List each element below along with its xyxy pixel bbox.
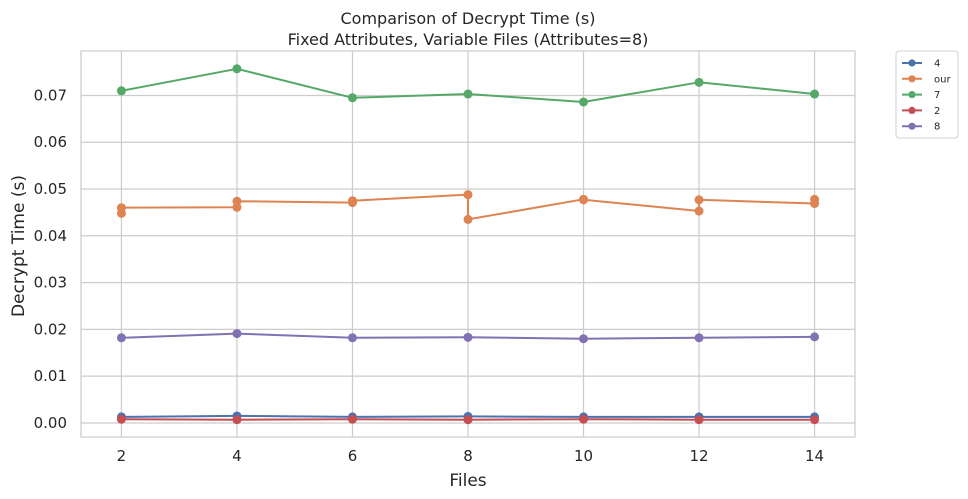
y-tick-label: 0.04 <box>34 227 67 245</box>
data-point <box>579 334 589 344</box>
data-point <box>116 414 126 424</box>
plot-frame <box>80 50 856 438</box>
grid <box>81 51 855 437</box>
data-point <box>463 190 473 200</box>
data-point <box>694 206 704 216</box>
legend-label: 8 <box>934 122 940 133</box>
legend-swatch-marker <box>908 106 916 114</box>
series-layer <box>116 64 820 425</box>
series-7 <box>116 64 820 107</box>
x-tick-label: 2 <box>117 447 127 465</box>
x-tick-label: 12 <box>689 447 708 465</box>
data-point <box>579 414 589 424</box>
data-point <box>232 415 242 425</box>
series-2 <box>116 414 820 425</box>
y-tick-label: 0.05 <box>34 180 67 198</box>
chart-subtitle: Fixed Attributes, Variable Files (Attrib… <box>288 30 649 49</box>
legend-box <box>895 50 959 139</box>
data-point <box>694 77 704 87</box>
legend-swatch-marker <box>908 59 916 67</box>
data-point <box>694 333 704 343</box>
data-point <box>347 333 357 343</box>
x-tick-label: 4 <box>232 447 242 465</box>
legend-item: 2 <box>902 106 940 117</box>
data-point <box>810 332 820 342</box>
data-point <box>232 196 242 206</box>
legend-label: our <box>934 74 951 85</box>
legend-swatch-marker <box>908 75 916 83</box>
x-axis-label: Files <box>449 471 486 491</box>
data-point <box>347 196 357 206</box>
data-point <box>232 64 242 74</box>
legend-item: our <box>902 74 951 85</box>
series-8 <box>116 329 820 344</box>
data-point <box>579 97 589 107</box>
x-tick-label: 10 <box>574 447 593 465</box>
x-ticks: 2 4 6 8 10 12 14 <box>117 447 824 465</box>
data-point <box>347 93 357 103</box>
data-point <box>810 415 820 425</box>
data-point <box>463 89 473 99</box>
data-point <box>694 195 704 205</box>
series-our <box>116 190 820 224</box>
legend-item: 8 <box>902 122 940 133</box>
x-tick-label: 14 <box>805 447 824 465</box>
y-tick-label: 0.07 <box>34 86 67 104</box>
chart-title: Comparison of Decrypt Time (s) <box>341 9 596 28</box>
legend-swatch-marker <box>908 91 916 99</box>
data-point <box>116 333 126 343</box>
data-point <box>463 332 473 342</box>
legend: 4 our 7 2 8 <box>895 50 959 139</box>
data-point <box>116 86 126 96</box>
data-point <box>810 89 820 99</box>
y-ticks: 0.00 0.01 0.02 0.03 0.04 0.05 0.06 0.07 <box>34 86 67 432</box>
data-point <box>579 195 589 205</box>
data-point <box>463 214 473 224</box>
data-point <box>810 194 820 204</box>
data-point <box>694 415 704 425</box>
x-tick-label: 8 <box>463 447 473 465</box>
y-tick-label: 0.01 <box>34 367 67 385</box>
legend-swatch-marker <box>908 122 916 130</box>
y-tick-label: 0.00 <box>34 414 67 432</box>
legend-label: 2 <box>934 106 940 117</box>
data-point <box>463 415 473 425</box>
legend-item: 7 <box>902 90 940 101</box>
legend-label: 4 <box>934 59 940 70</box>
legend-item: 4 <box>902 59 940 70</box>
data-point <box>232 329 242 339</box>
y-tick-label: 0.03 <box>34 274 67 292</box>
data-point <box>116 203 126 213</box>
y-axis-label: Decrypt Time (s) <box>9 175 29 317</box>
y-tick-label: 0.06 <box>34 133 67 151</box>
y-tick-label: 0.02 <box>34 320 67 338</box>
legend-label: 7 <box>934 90 940 101</box>
x-tick-label: 6 <box>348 447 358 465</box>
data-point <box>347 414 357 424</box>
